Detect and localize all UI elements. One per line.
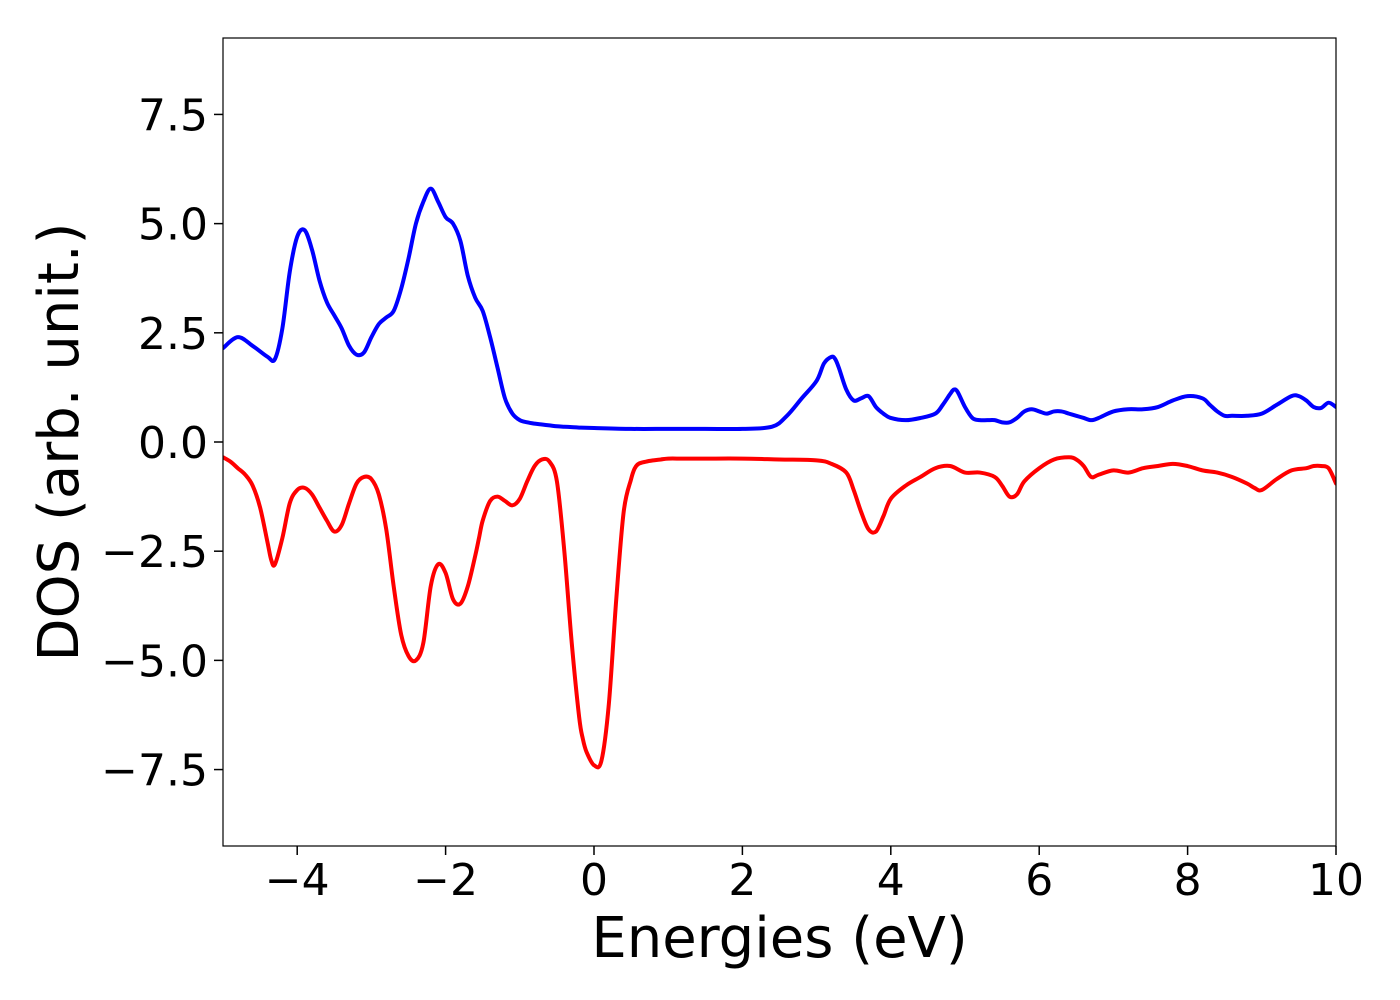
y-tick-label: 7.5 bbox=[138, 90, 208, 141]
y-tick-label: −5.0 bbox=[101, 636, 208, 687]
series-layer bbox=[223, 186, 1336, 770]
y-axis: −7.5 −5.0 −2.5 0.0 2.5 5.0 7.5 bbox=[101, 90, 223, 797]
x-tick-label: −2 bbox=[413, 855, 478, 906]
x-tick-label: 4 bbox=[877, 855, 905, 906]
y-tick-label: 2.5 bbox=[138, 309, 208, 360]
y-tick-label: −7.5 bbox=[101, 746, 208, 797]
x-axis-label: Energies (eV) bbox=[591, 906, 967, 971]
x-tick-label: 8 bbox=[1174, 855, 1202, 906]
x-tick-label: 6 bbox=[1025, 855, 1053, 906]
y-axis-label: DOS (arb. unit.) bbox=[27, 222, 92, 661]
series-line-spin-up bbox=[223, 186, 1336, 432]
x-tick-label: 0 bbox=[580, 855, 608, 906]
x-axis: −4 −2 0 2 4 6 8 10 bbox=[265, 846, 1364, 906]
y-tick-label: 5.0 bbox=[138, 200, 208, 251]
y-tick-label: −2.5 bbox=[101, 527, 208, 578]
x-tick-label: 10 bbox=[1308, 855, 1364, 906]
y-tick-label: 0.0 bbox=[138, 418, 208, 469]
series-line-spin-down bbox=[223, 455, 1336, 770]
x-tick-label: 2 bbox=[728, 855, 756, 906]
x-tick-label: −4 bbox=[265, 855, 330, 906]
